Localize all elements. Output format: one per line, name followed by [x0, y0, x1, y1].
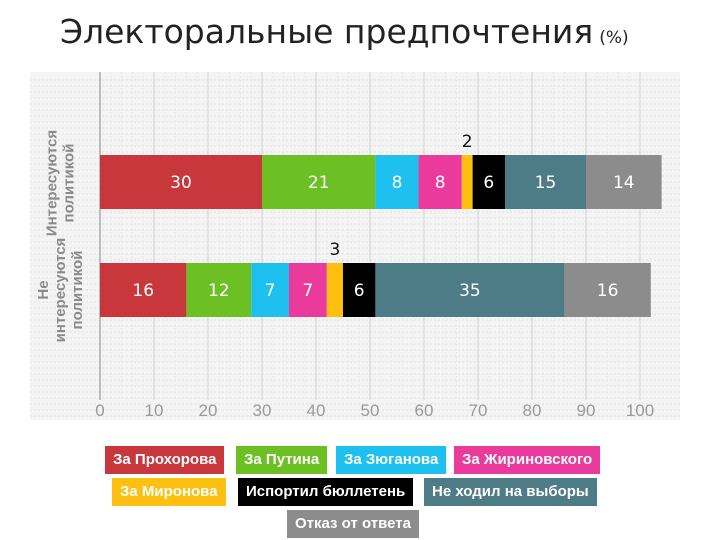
bar-segment	[251, 263, 289, 317]
category-label-line: политикой	[61, 144, 78, 223]
x-tick-label: 20	[199, 401, 218, 420]
legend-item: За Жириновского	[454, 446, 601, 474]
chart-title-unit: (%)	[599, 28, 629, 48]
category-label-line: Не	[35, 280, 52, 299]
category-label: Неинтересуютсяполитикой	[35, 238, 86, 343]
category-label: Интересуютсяполитикой	[44, 130, 78, 236]
bar-segment	[100, 155, 262, 209]
chart-title: Электоральные предпочтения (%)	[60, 12, 629, 51]
bar-segment	[461, 155, 473, 209]
bar-segment	[326, 263, 343, 317]
data-label: 6	[483, 173, 494, 193]
data-label: 6	[354, 281, 365, 301]
data-label: 14	[613, 173, 635, 193]
data-label: 8	[392, 173, 403, 193]
category-label-line: Интересуются	[44, 130, 61, 236]
data-label: 12	[208, 281, 230, 301]
x-tick-label: 60	[415, 401, 434, 420]
bar-segment	[289, 263, 327, 317]
bar-segment	[375, 263, 565, 317]
legend-item: За Зюганова	[336, 446, 447, 474]
data-label: 16	[597, 281, 619, 301]
legend-item: За Миронова	[112, 478, 226, 506]
bar-segment	[418, 155, 462, 209]
data-label: 8	[435, 173, 446, 193]
bar-segment	[505, 155, 586, 209]
bar-segment	[375, 155, 419, 209]
x-tick-label: 100	[626, 401, 654, 420]
legend-item: За Путина	[236, 446, 328, 474]
bar-segment	[564, 263, 651, 317]
data-label: 30	[170, 173, 192, 193]
bar-segment	[472, 155, 505, 209]
category-label-line: политикой	[69, 251, 86, 330]
x-tick-label: 80	[523, 401, 542, 420]
legend-item: За Прохорова	[105, 446, 225, 474]
x-tick-label: 10	[145, 401, 164, 420]
x-tick-label: 70	[469, 401, 488, 420]
data-label: 2	[462, 132, 473, 152]
bar-segment	[100, 263, 187, 317]
x-tick-label: 40	[307, 401, 326, 420]
bar-segment	[262, 155, 376, 209]
bar-segment	[186, 263, 252, 317]
x-tick-label: 30	[253, 401, 272, 420]
category-label-line: интересуются	[52, 238, 69, 343]
data-label: 35	[459, 281, 481, 301]
data-label: 15	[535, 173, 557, 193]
x-tick-label: 0	[95, 401, 104, 420]
chart-title-text: Электоральные предпочтения	[60, 12, 594, 51]
data-label: 7	[265, 281, 276, 301]
legend-item: Отказ от ответа	[287, 510, 419, 538]
bar-segment	[586, 155, 662, 209]
data-label: 7	[302, 281, 313, 301]
bar-segment	[343, 263, 376, 317]
data-label: 21	[308, 173, 330, 193]
x-tick-label: 90	[577, 401, 596, 420]
legend-item: Не ходил на выборы	[424, 478, 597, 506]
x-tick-label: 50	[361, 401, 380, 420]
data-label: 16	[132, 281, 154, 301]
data-label: 3	[329, 240, 340, 260]
legend-item: Испортил бюллетень	[238, 478, 414, 506]
